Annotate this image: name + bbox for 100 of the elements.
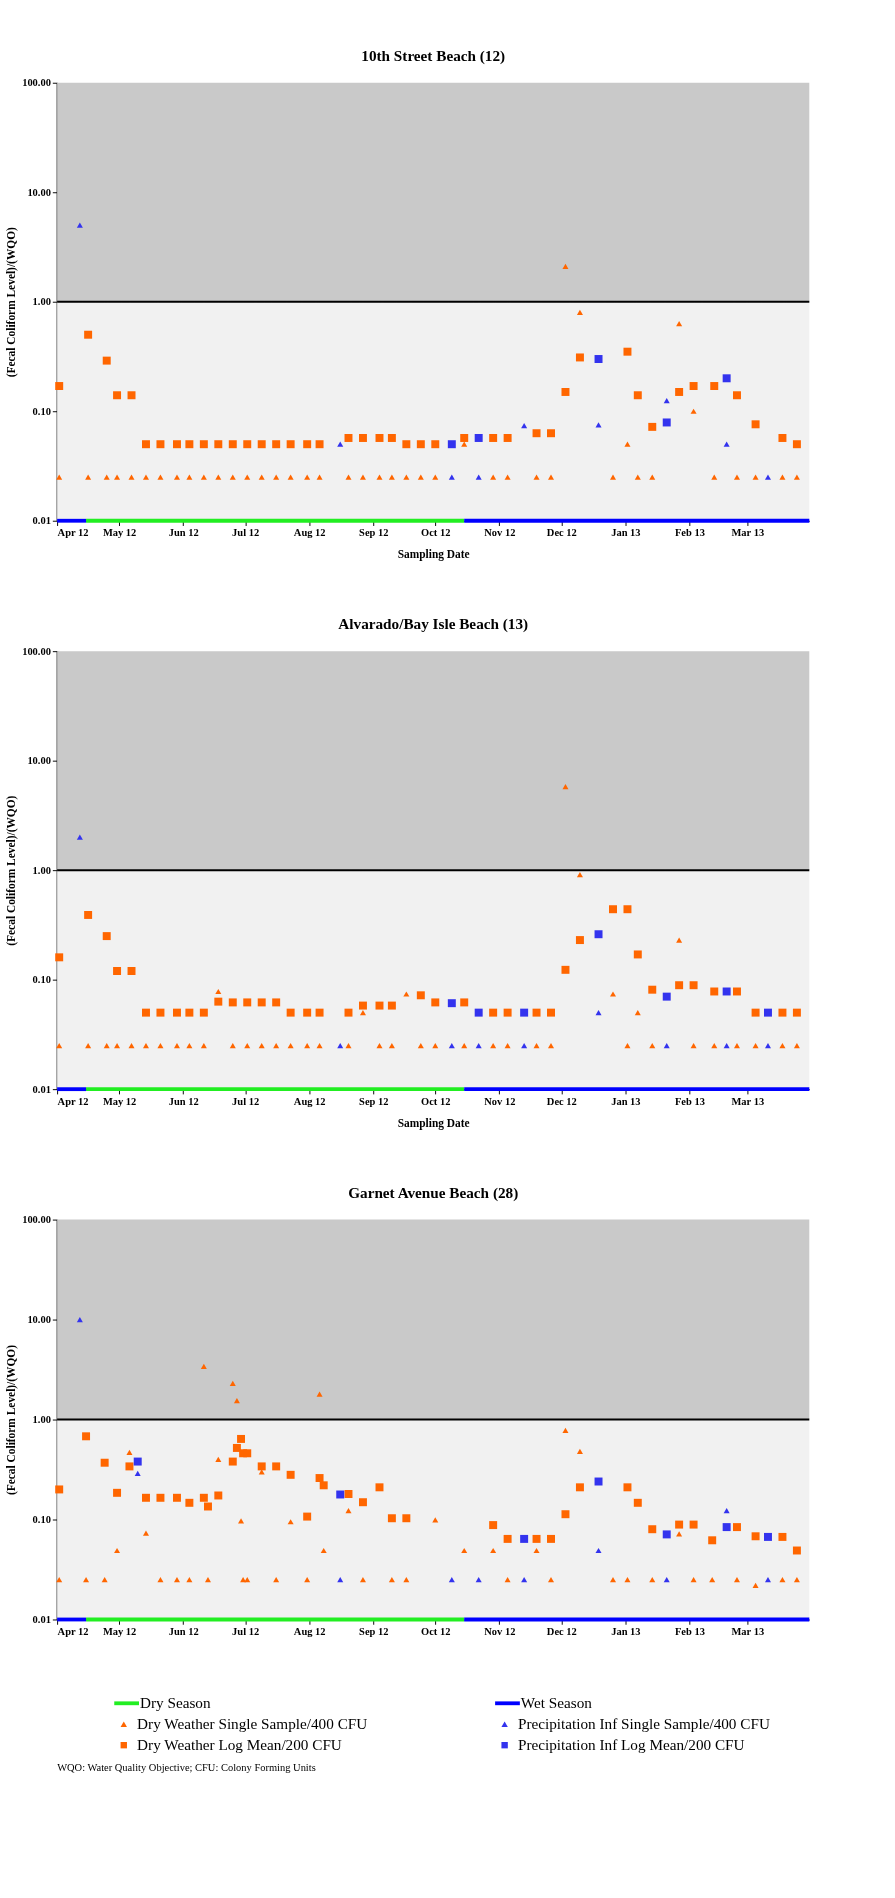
point	[142, 440, 150, 449]
point	[100, 1458, 109, 1467]
x-tick-label: Nov 12	[484, 527, 516, 539]
x-tick-label: Sep 12	[359, 527, 389, 539]
point	[185, 1498, 194, 1507]
point	[793, 474, 800, 480]
point	[662, 418, 671, 427]
point	[547, 1534, 555, 1543]
point	[432, 474, 439, 480]
point	[103, 474, 110, 480]
point	[55, 1485, 64, 1494]
point	[623, 347, 632, 356]
point	[751, 1008, 760, 1017]
point	[358, 434, 367, 442]
point	[403, 991, 410, 997]
point	[723, 1042, 730, 1049]
y-axis-title: (Fecal Coliform Level)/(WQO)	[5, 1344, 19, 1496]
point	[792, 1008, 801, 1017]
point	[663, 1042, 670, 1049]
x-tick-label: Jul 12	[232, 1095, 260, 1107]
point	[533, 474, 540, 480]
point	[128, 474, 135, 480]
point	[232, 1443, 241, 1452]
point	[114, 474, 121, 480]
point	[114, 1547, 121, 1554]
point	[303, 440, 312, 449]
x-tick-label: Sep 12	[359, 1095, 389, 1107]
point	[609, 991, 617, 997]
point	[388, 474, 395, 480]
point	[345, 1042, 352, 1049]
point	[200, 474, 207, 480]
point	[273, 474, 280, 480]
point	[417, 474, 424, 480]
point	[228, 440, 237, 449]
point	[55, 382, 64, 390]
x-tick-label: Apr 12	[57, 1626, 89, 1638]
point	[142, 1008, 150, 1017]
x-tick-label: Mar 13	[731, 527, 765, 539]
point	[320, 1547, 327, 1554]
point	[214, 1491, 223, 1500]
point	[286, 440, 295, 449]
point	[315, 1008, 324, 1017]
point	[133, 1457, 142, 1466]
text: WQO: Water Quality Objective; CFU: Colony Forming Units	[57, 1761, 316, 1773]
point	[337, 1042, 344, 1049]
x-axis-title: Sampling Date	[397, 548, 470, 562]
point	[244, 474, 251, 480]
point	[609, 905, 617, 914]
point	[562, 1427, 569, 1433]
point	[461, 441, 468, 447]
x-tick-label: Oct 12	[421, 1626, 451, 1638]
x-tick-label: Aug 12	[293, 1626, 326, 1638]
point	[576, 309, 583, 315]
point	[403, 474, 410, 480]
point	[416, 991, 425, 1000]
chart-title: Alvarado/Bay Isle Beach (13)	[338, 615, 529, 634]
point	[547, 474, 555, 480]
point	[114, 1042, 121, 1049]
point	[358, 1001, 367, 1010]
point	[199, 440, 208, 449]
point	[156, 1008, 165, 1017]
point	[416, 440, 425, 449]
x-tick-label: Dec 12	[546, 1626, 577, 1638]
point	[432, 1042, 439, 1049]
point	[316, 474, 323, 480]
point	[304, 474, 311, 480]
point	[733, 1523, 741, 1532]
point	[634, 474, 641, 480]
point	[448, 474, 455, 480]
point	[199, 1493, 208, 1502]
point	[561, 387, 570, 396]
point	[595, 422, 602, 428]
y-tick-label: 0.10	[32, 1513, 51, 1525]
point	[733, 391, 741, 400]
y-axis-title: (Fecal Coliform Level)/(WQO)	[5, 795, 19, 946]
point	[663, 398, 670, 404]
point	[474, 1008, 483, 1017]
point	[173, 440, 181, 449]
point	[723, 1507, 730, 1514]
point	[243, 440, 252, 449]
point	[503, 1534, 512, 1543]
point	[447, 999, 456, 1008]
point	[609, 474, 617, 480]
point	[126, 1449, 133, 1455]
point	[778, 1532, 787, 1541]
point	[76, 834, 83, 840]
point	[303, 1008, 312, 1017]
point	[733, 474, 740, 480]
point	[594, 930, 603, 939]
point	[272, 1462, 281, 1471]
point	[229, 1380, 236, 1386]
point	[85, 474, 92, 480]
point	[127, 391, 136, 400]
point	[520, 1008, 529, 1017]
point	[633, 1498, 642, 1507]
x-tick-label: Jul 12	[232, 527, 260, 539]
point	[576, 1448, 583, 1455]
y-tick-label: 0.01	[32, 1613, 51, 1625]
x-tick-label: Nov 12	[484, 1626, 516, 1638]
point	[173, 1008, 181, 1017]
